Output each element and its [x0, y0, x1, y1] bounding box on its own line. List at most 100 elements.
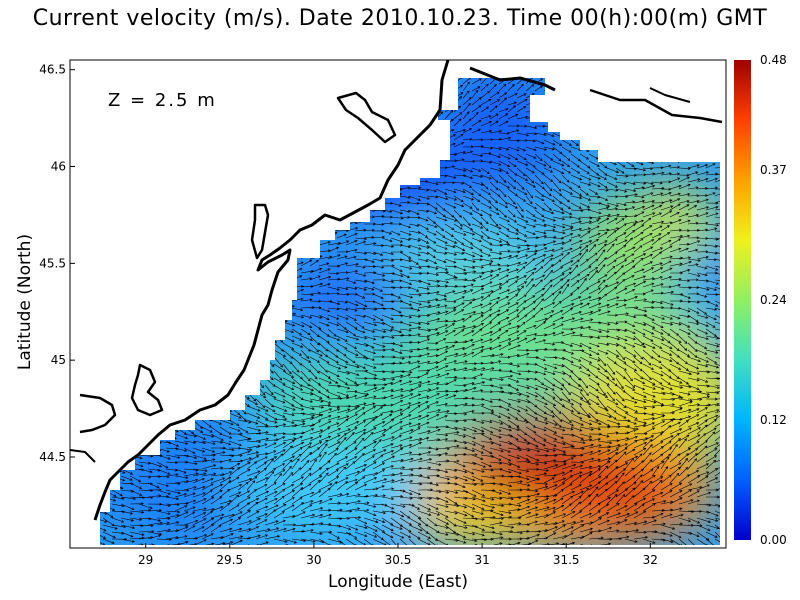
current-arrow: [597, 526, 613, 533]
current-arrow: [183, 506, 196, 512]
current-arrow: [76, 231, 85, 236]
current-arrow: [516, 160, 529, 166]
current-arrow: [300, 110, 314, 114]
current-arrow: [615, 188, 628, 193]
current-arrow: [552, 259, 562, 267]
current-arrow: [228, 342, 242, 349]
current-arrow: [714, 356, 720, 362]
current-arrow: [471, 503, 485, 510]
current-arrow: [705, 409, 720, 414]
current-arrow: [111, 431, 126, 435]
current-arrow: [606, 398, 619, 405]
current-arrow: [354, 381, 368, 386]
current-arrow: [300, 188, 314, 192]
current-arrow: [354, 407, 366, 414]
current-arrow: [138, 287, 149, 295]
current-arrow: [147, 508, 162, 512]
current-arrow: [606, 512, 621, 519]
current-arrow: [678, 104, 689, 109]
current-arrow: [471, 128, 481, 134]
current-arrow: [210, 483, 224, 491]
current-arrow: [696, 328, 709, 335]
current-arrow: [129, 275, 141, 281]
current-arrow: [678, 122, 691, 127]
current-arrow: [282, 104, 295, 109]
current-arrow: [552, 301, 562, 309]
current-arrow: [498, 496, 514, 501]
current-arrow: [282, 160, 293, 165]
current-arrow: [246, 412, 261, 419]
current-arrow: [273, 132, 284, 139]
current-arrow: [120, 137, 133, 141]
current-arrow: [498, 188, 507, 198]
current-arrow: [192, 512, 207, 519]
current-arrow: [85, 354, 96, 357]
current-arrow: [201, 483, 214, 491]
current-arrow: [606, 466, 619, 477]
current-arrow: [399, 172, 413, 176]
current-arrow: [156, 292, 165, 302]
current-arrow: [642, 370, 652, 381]
current-arrow: [480, 496, 495, 501]
current-arrow: [687, 475, 701, 484]
current-arrow: [714, 156, 720, 162]
current-arrow: [399, 380, 413, 386]
current-arrow: [354, 83, 367, 88]
current-arrow: [606, 321, 619, 325]
current-arrow: [120, 287, 134, 295]
current-arrow: [120, 269, 133, 274]
current-arrow: [480, 475, 496, 480]
current-arrow: [264, 498, 278, 505]
current-arrow: [246, 212, 259, 218]
current-arrow: [418, 70, 429, 72]
current-arrow: [633, 199, 646, 204]
current-arrow: [453, 433, 467, 438]
current-arrow: [678, 136, 690, 141]
current-arrow: [327, 254, 341, 260]
current-arrow: [129, 297, 144, 302]
current-arrow: [165, 195, 174, 205]
current-arrow: [615, 139, 628, 144]
current-arrow: [498, 153, 511, 160]
current-arrow: [669, 538, 683, 545]
current-arrow: [588, 419, 602, 425]
current-arrow: [291, 419, 306, 423]
current-arrow: [624, 206, 636, 211]
current-arrow: [300, 90, 313, 95]
current-arrow: [138, 468, 153, 474]
current-arrow: [237, 412, 247, 422]
current-arrow: [624, 265, 636, 274]
current-arrow: [120, 412, 135, 417]
current-arrow: [480, 230, 491, 240]
current-arrow: [552, 433, 564, 439]
current-arrow: [534, 307, 544, 316]
current-arrow: [336, 377, 348, 385]
current-arrow: [156, 369, 171, 373]
current-arrow: [543, 323, 556, 330]
current-arrow: [183, 249, 198, 253]
current-arrow: [705, 244, 718, 248]
current-arrow: [291, 307, 304, 312]
current-arrow: [435, 258, 447, 264]
current-arrow: [102, 126, 111, 134]
current-arrow: [318, 97, 328, 102]
current-arrow: [480, 202, 492, 209]
current-arrow: [85, 490, 98, 496]
current-arrow: [111, 419, 126, 423]
current-arrow: [102, 538, 115, 544]
current-arrow: [300, 445, 311, 456]
current-arrow: [210, 370, 223, 376]
current-arrow: [255, 321, 269, 326]
current-arrow: [552, 230, 566, 235]
current-arrow: [219, 527, 233, 533]
current-arrow: [669, 466, 681, 477]
current-arrow: [435, 298, 448, 302]
current-arrow: [642, 391, 656, 398]
current-arrow: [381, 487, 395, 491]
current-arrow: [327, 111, 339, 115]
current-arrow: [597, 83, 609, 86]
current-arrow: [111, 152, 122, 156]
current-arrow: [174, 188, 184, 196]
current-arrow: [192, 468, 208, 473]
current-arrow: [120, 301, 132, 309]
